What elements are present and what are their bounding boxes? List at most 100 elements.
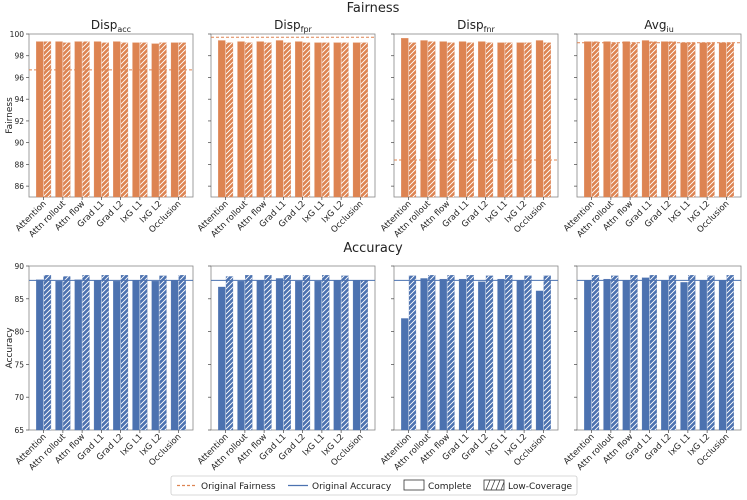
y-tick-label: 65 — [14, 426, 24, 435]
bar-low-coverage-hatch — [226, 276, 233, 430]
axes-frame — [28, 33, 194, 198]
bar-complete — [516, 42, 524, 198]
bar-complete — [420, 278, 428, 431]
bar-low-coverage-hatch — [611, 275, 619, 430]
y-tick-label: 88 — [14, 160, 24, 169]
legend-frame — [170, 475, 578, 496]
bar-low-coverage-hatch — [630, 42, 638, 198]
bar-low-coverage-hatch — [283, 275, 291, 430]
panel-title-metric: Avg — [644, 18, 666, 32]
bar-complete — [622, 280, 630, 431]
bar-complete — [36, 279, 44, 431]
bar-complete — [74, 279, 82, 431]
bar-low-coverage-hatch — [630, 275, 638, 430]
panel-title: Dispfnr — [457, 18, 495, 34]
bar-low-coverage-hatch — [121, 275, 128, 430]
panel-title-metric: Disp — [457, 18, 483, 32]
bar-complete — [333, 42, 341, 198]
legend-low-coverage: Low-Coverage — [508, 482, 573, 492]
bar-complete — [718, 280, 727, 431]
bar-low-coverage-hatch — [322, 42, 330, 198]
bar-complete — [36, 41, 44, 198]
bar-complete — [603, 278, 611, 431]
bar-complete — [699, 280, 707, 431]
bar-complete — [641, 40, 650, 198]
bar-complete — [680, 282, 688, 431]
legend-complete: Complete — [428, 482, 472, 492]
y-tick-label: 94 — [14, 95, 24, 104]
bar-complete — [218, 40, 226, 198]
bar-complete — [237, 280, 245, 431]
bar-low-coverage-hatch — [428, 275, 436, 430]
bar-low-coverage-hatch — [707, 42, 715, 198]
bar-complete — [535, 290, 544, 431]
axes-frame — [28, 265, 194, 431]
bar-complete — [439, 278, 447, 431]
bar-complete — [478, 281, 486, 431]
bar-low-coverage-hatch — [63, 42, 71, 198]
bar-complete — [622, 41, 630, 198]
bar-low-coverage-hatch — [44, 275, 51, 430]
y-tick-label: 70 — [14, 393, 24, 402]
bar-complete — [661, 280, 669, 431]
bar-low-coverage-hatch — [226, 42, 233, 198]
bar-complete — [584, 41, 592, 198]
bar-low-coverage-hatch — [649, 275, 657, 430]
bar-low-coverage-hatch — [283, 42, 291, 198]
bar-complete — [55, 41, 63, 198]
bar-low-coverage-hatch — [524, 275, 532, 430]
bar-complete — [74, 41, 82, 198]
bar-complete — [458, 278, 467, 431]
bar-complete — [718, 42, 727, 198]
y-tick-label: 96 — [14, 73, 24, 82]
bar-low-coverage-hatch — [101, 275, 109, 430]
bar-low-coverage-hatch — [322, 275, 330, 430]
bar-complete — [113, 41, 121, 198]
panel-title-subscript: acc — [117, 25, 131, 34]
bar-complete — [661, 41, 669, 198]
bar-low-coverage-hatch — [592, 275, 599, 430]
bar-complete — [275, 278, 284, 431]
bar-low-coverage-hatch — [44, 41, 51, 198]
bar-low-coverage-hatch — [592, 41, 599, 198]
axes-frame — [210, 33, 376, 198]
bar-low-coverage-hatch — [486, 42, 493, 198]
bar-low-coverage-hatch — [63, 276, 71, 430]
bar-complete — [333, 280, 341, 431]
panel-title: Avgiu — [644, 18, 674, 34]
bar-low-coverage-hatch — [524, 42, 532, 198]
legend-low-coverage-swatch — [483, 479, 505, 491]
bar-low-coverage-hatch — [486, 275, 493, 430]
bar-complete — [314, 42, 322, 198]
y-tick-label: 80 — [14, 328, 24, 337]
bar-complete — [401, 318, 409, 431]
bar-complete — [314, 280, 322, 431]
bar-low-coverage-hatch — [726, 275, 734, 430]
bar-low-coverage-hatch — [447, 275, 455, 430]
panel-title: Dispacc — [91, 18, 131, 34]
bar-complete — [113, 280, 121, 431]
bar-complete — [535, 40, 544, 198]
bar-complete — [584, 280, 592, 431]
bar-low-coverage-hatch — [505, 275, 513, 430]
y-tick-label: 90 — [14, 139, 24, 148]
bar-low-coverage-hatch — [303, 275, 310, 430]
fairness-section-title: Fairness — [347, 1, 400, 16]
bar-low-coverage-hatch — [611, 42, 619, 198]
bar-low-coverage-hatch — [688, 275, 696, 430]
bar-low-coverage-hatch — [245, 42, 253, 198]
axes-frame — [210, 265, 376, 431]
bar-complete — [237, 41, 245, 198]
bar-complete — [55, 280, 63, 431]
bar-complete — [401, 38, 409, 198]
y-axis-label: Fairness — [5, 97, 15, 134]
y-tick-label: 86 — [14, 182, 24, 191]
panel-title-subscript: fnr — [484, 25, 496, 34]
bar-complete — [275, 40, 284, 198]
bar-low-coverage-hatch — [360, 42, 368, 198]
bar-low-coverage-hatch — [178, 42, 186, 198]
bar-complete — [497, 42, 505, 198]
